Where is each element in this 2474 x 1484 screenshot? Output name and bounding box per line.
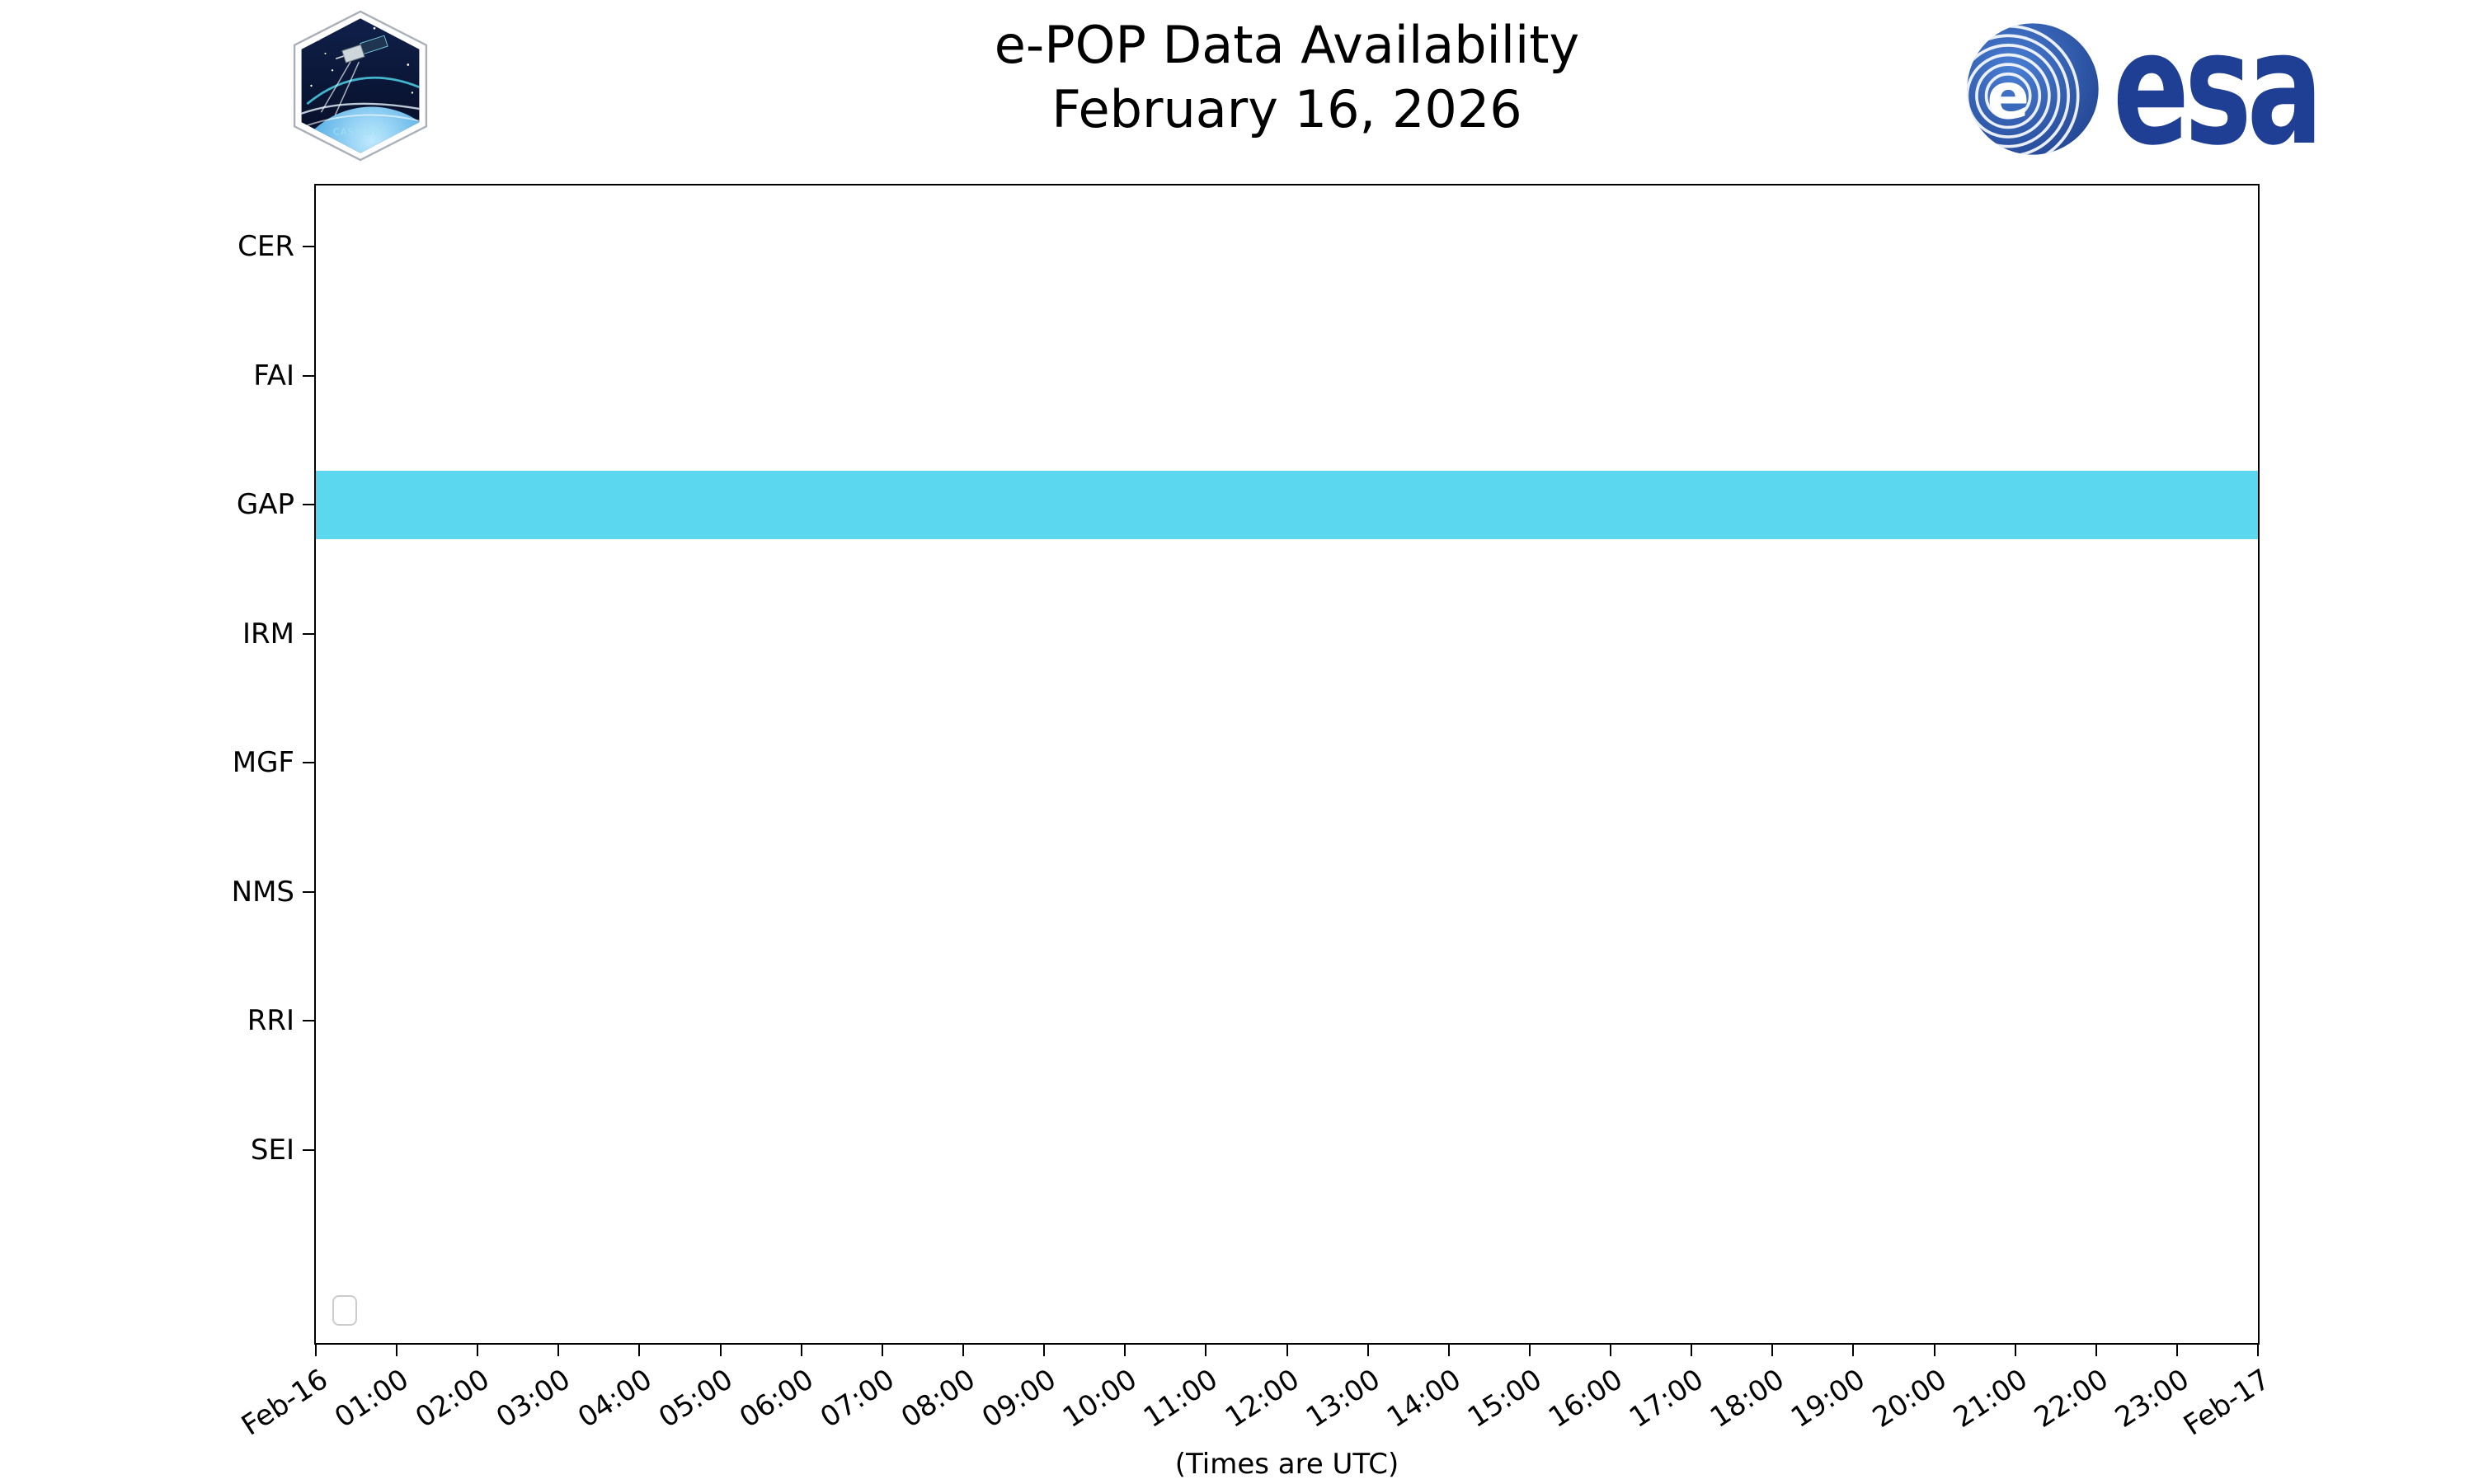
x-tick-label-0600: 06:00 bbox=[733, 1363, 820, 1435]
y-tick-mark bbox=[303, 1148, 314, 1151]
x-tick-label-2000: 20:00 bbox=[1866, 1363, 1953, 1435]
x-tick-mark bbox=[719, 1345, 722, 1356]
y-tick-label-cer: CER bbox=[238, 230, 294, 263]
x-tick-label-1300: 13:00 bbox=[1300, 1363, 1386, 1435]
x-tick-label-0100: 01:00 bbox=[328, 1363, 415, 1435]
x-tick-label-0300: 03:00 bbox=[491, 1363, 577, 1435]
x-tick-mark bbox=[1205, 1345, 1207, 1356]
x-tick-mark bbox=[2257, 1345, 2259, 1356]
x-tick-label-1800: 18:00 bbox=[1705, 1363, 1791, 1435]
svg-text:e: e bbox=[1987, 60, 2030, 134]
y-tick-label-rri: RRI bbox=[247, 1004, 294, 1037]
y-tick-label-sei: SEI bbox=[250, 1133, 294, 1167]
x-tick-label-1500: 15:00 bbox=[1461, 1363, 1548, 1435]
x-axis-label: (Times are UTC) bbox=[1174, 1448, 1399, 1481]
x-tick-mark bbox=[1771, 1345, 1774, 1356]
x-tick-label-1100: 11:00 bbox=[1138, 1363, 1225, 1435]
x-tick-mark bbox=[1528, 1345, 1531, 1356]
plot-area: CER FAI GAP IRM MGF NMS RRI SEI Feb-16 01:00 02:0… bbox=[232, 184, 2276, 1443]
x-tick-mark bbox=[2095, 1345, 2097, 1356]
x-tick-mark bbox=[1852, 1345, 1855, 1356]
x-tick-mark bbox=[1447, 1345, 1450, 1356]
x-tick-mark bbox=[1366, 1345, 1369, 1356]
x-tick-mark bbox=[396, 1345, 398, 1356]
cassiope-mission-patch: CASSIOPE bbox=[290, 8, 430, 163]
y-tick-label-nms: NMS bbox=[231, 875, 294, 909]
x-tick-mark bbox=[638, 1345, 641, 1356]
x-tick-mark bbox=[1043, 1345, 1046, 1356]
y-tick-mark bbox=[303, 890, 314, 893]
legend-box bbox=[332, 1295, 357, 1326]
cassiope-patch-graphic: CASSIOPE bbox=[293, 10, 428, 162]
x-tick-mark bbox=[1124, 1345, 1126, 1356]
y-tick-mark bbox=[303, 246, 314, 247]
y-tick-label-irm: IRM bbox=[242, 617, 294, 650]
x-tick-label-0900: 09:00 bbox=[976, 1363, 1062, 1435]
x-tick-label-0400: 04:00 bbox=[571, 1363, 658, 1435]
y-tick-mark bbox=[303, 632, 314, 635]
y-tick-mark bbox=[303, 504, 314, 505]
y-tick-label-mgf: MGF bbox=[232, 746, 294, 779]
x-tick-label-feb-17: Feb-17 bbox=[2177, 1363, 2276, 1443]
x-tick-label-feb-16: Feb-16 bbox=[235, 1363, 334, 1443]
x-tick-label-1000: 10:00 bbox=[1057, 1363, 1144, 1435]
x-tick-label-1400: 14:00 bbox=[1380, 1363, 1467, 1435]
x-tick-label-2100: 21:00 bbox=[1947, 1363, 2034, 1435]
x-tick-label-0700: 07:00 bbox=[814, 1363, 901, 1435]
x-tick-mark bbox=[1691, 1345, 1693, 1356]
cassiope-patch-label: CASSIOPE bbox=[333, 128, 388, 138]
x-tick-label-2200: 22:00 bbox=[2028, 1363, 2114, 1435]
esa-globe-icon: e bbox=[1967, 23, 2099, 155]
x-tick-mark bbox=[1609, 1345, 1611, 1356]
x-tick-mark bbox=[881, 1345, 883, 1356]
x-tick-label-2300: 23:00 bbox=[2109, 1363, 2195, 1435]
x-tick-mark bbox=[1286, 1345, 1288, 1356]
availability-bar-gap bbox=[316, 470, 2258, 539]
y-tick-mark bbox=[303, 762, 314, 763]
x-tick-label-0500: 05:00 bbox=[652, 1363, 739, 1435]
y-tick-mark bbox=[303, 374, 314, 377]
x-tick-mark bbox=[962, 1345, 964, 1356]
esa-logo: e esa bbox=[1964, 0, 2398, 180]
chart-subtitle: February 16, 2026 bbox=[1051, 79, 1522, 139]
x-tick-label-0800: 08:00 bbox=[895, 1363, 981, 1435]
y-tick-label-gap: GAP bbox=[236, 488, 294, 521]
x-tick-mark bbox=[557, 1345, 560, 1356]
esa-wordmark: esa bbox=[2113, 0, 2323, 180]
chart-title-block: e-POP Data Availability February 16, 202… bbox=[314, 13, 2260, 142]
x-tick-label-1200: 12:00 bbox=[1219, 1363, 1305, 1435]
x-tick-label-1900: 19:00 bbox=[1785, 1363, 1872, 1435]
y-tick-mark bbox=[303, 1020, 314, 1021]
chart-title: e-POP Data Availability bbox=[994, 15, 1580, 75]
x-tick-mark bbox=[2014, 1345, 2016, 1356]
x-tick-mark bbox=[2175, 1345, 2178, 1356]
x-tick-label-1700: 17:00 bbox=[1623, 1363, 1710, 1435]
x-tick-mark bbox=[800, 1345, 802, 1356]
y-tick-label-fai: FAI bbox=[253, 359, 294, 392]
x-tick-mark bbox=[315, 1345, 317, 1356]
patch-satellite bbox=[335, 35, 388, 63]
x-tick-mark bbox=[477, 1345, 479, 1356]
x-tick-mark bbox=[1933, 1345, 1935, 1356]
x-tick-label-0200: 02:00 bbox=[410, 1363, 496, 1435]
x-tick-label-1600: 16:00 bbox=[1542, 1363, 1629, 1435]
